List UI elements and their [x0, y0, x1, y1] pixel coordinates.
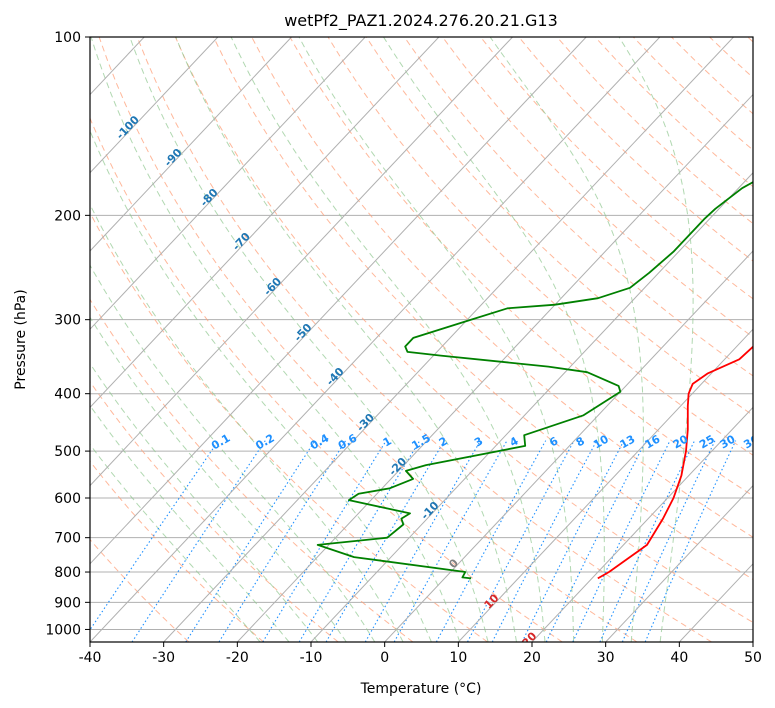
- dry-adiabat-line: [289, 37, 753, 497]
- moist-adiabat-line: [90, 404, 290, 642]
- sounding-profiles: [316, 181, 753, 580]
- isotherm-line: [163, 37, 734, 642]
- y-tick-label: 100: [54, 30, 81, 46]
- chart-title: wetPf2_PAZ1.2024.276.20.21.G13: [284, 11, 558, 31]
- y-tick-label: 900: [54, 595, 81, 611]
- dry-adiabat-line: [90, 116, 563, 642]
- isotherm-line: [90, 37, 587, 565]
- y-tick-label: 400: [54, 387, 81, 403]
- moist-adiabat-line: [90, 316, 347, 642]
- x-tick-label: 30: [597, 650, 615, 666]
- isotherm-line: [90, 37, 292, 252]
- moist-adiabat-line: [489, 37, 644, 642]
- mixing-ratio-line: [644, 440, 737, 642]
- y-tick-label: 300: [54, 313, 81, 329]
- isotherm-line: [605, 484, 753, 642]
- mixing-ratio-line: [364, 440, 481, 642]
- x-tick-label: 0: [380, 650, 389, 666]
- dry-adiabat-line: [365, 37, 753, 416]
- x-tick-label: -40: [79, 650, 102, 666]
- moist-adiabat-line: [90, 129, 432, 642]
- isotherm-line: [310, 172, 753, 642]
- moist-adiabat-line: [90, 264, 376, 642]
- y-axis: 100 200 300 400 500 600 700 800 900 1000: [45, 30, 90, 638]
- isotherm-line: [90, 37, 440, 409]
- isotherm-line: [236, 93, 753, 642]
- x-tick-label: -30: [152, 650, 175, 666]
- mixing-ratio-line: [90, 440, 220, 631]
- isotherm-line: [457, 328, 753, 642]
- moist-adiabat-line: [90, 37, 461, 642]
- x-axis: -40 -30 -20 -10 0 10 20 30 40 50: [79, 642, 762, 666]
- dry-adiabat-line: [90, 211, 488, 642]
- y-axis-label: Pressure (hPa): [13, 289, 29, 389]
- isotherm-line: [531, 406, 753, 642]
- temperature-profile: [597, 345, 753, 580]
- mixing-ratio-line: [325, 440, 445, 642]
- mixing-ratio-line: [262, 440, 387, 642]
- isotherm-line: [90, 37, 366, 330]
- x-tick-label: 20: [523, 650, 541, 666]
- moist-adiabat-line: [90, 203, 404, 642]
- y-tick-label: 200: [54, 208, 81, 224]
- x-tick-label: 50: [744, 650, 762, 666]
- moist-adiabat-line: [298, 37, 575, 642]
- moist-adiabat-line: [383, 37, 605, 642]
- mixing-ratio-line: [521, 440, 625, 642]
- mixing-ratio-lines: [90, 440, 737, 642]
- x-tick-label: 10: [449, 650, 467, 666]
- x-tick-label: -10: [300, 650, 323, 666]
- plot-frame: [89, 36, 754, 643]
- mixing-ratio-line: [435, 440, 547, 642]
- x-axis-label: Temperature (°C): [360, 681, 482, 697]
- skewed-isotherms: [90, 37, 753, 642]
- moist-adiabat-line: [175, 37, 517, 642]
- dry-adiabat-line: [213, 37, 753, 581]
- dewpoint-profile: [316, 181, 753, 580]
- y-tick-label: 1000: [45, 622, 81, 638]
- moist-adiabats: [90, 37, 694, 642]
- mixing-ratio-label: 36: [741, 432, 761, 451]
- x-tick-label: -20: [226, 650, 249, 666]
- plot-area: -100-90-80-70-60-50-40-30-20-10010203040…: [90, 37, 761, 642]
- x-tick-label: 40: [670, 650, 688, 666]
- isotherm-line: [90, 37, 661, 642]
- dry-adiabat-line: [327, 37, 753, 456]
- dry-adiabat-line: [136, 37, 712, 642]
- dry-adiabat-line: [174, 37, 753, 624]
- moist-adiabat-line: [618, 37, 694, 642]
- mixing-ratio-line: [131, 440, 266, 642]
- y-tick-label: 700: [54, 531, 81, 547]
- mixing-ratio-line: [621, 440, 716, 642]
- isotherm-line: [90, 37, 513, 487]
- plot-background: [90, 37, 753, 642]
- dry-adiabat-line: [90, 460, 264, 642]
- dry-adiabat-line: [90, 538, 190, 642]
- mixing-ratio-line: [545, 440, 647, 642]
- mixing-ratio-line: [393, 440, 508, 642]
- mixing-ratio-line: [218, 440, 347, 642]
- isotherm-line: [384, 250, 753, 642]
- dry-adiabat-line: [98, 37, 638, 642]
- moist-adiabat-line: [129, 37, 489, 642]
- mixing-ratio-line: [185, 440, 316, 642]
- y-tick-label: 500: [54, 444, 81, 460]
- moist-adiabat-line: [90, 362, 319, 642]
- isotherm-line: [90, 37, 219, 174]
- y-tick-label: 800: [54, 565, 81, 581]
- moist-adiabat-line: [230, 37, 546, 642]
- y-tick-label: 600: [54, 491, 81, 507]
